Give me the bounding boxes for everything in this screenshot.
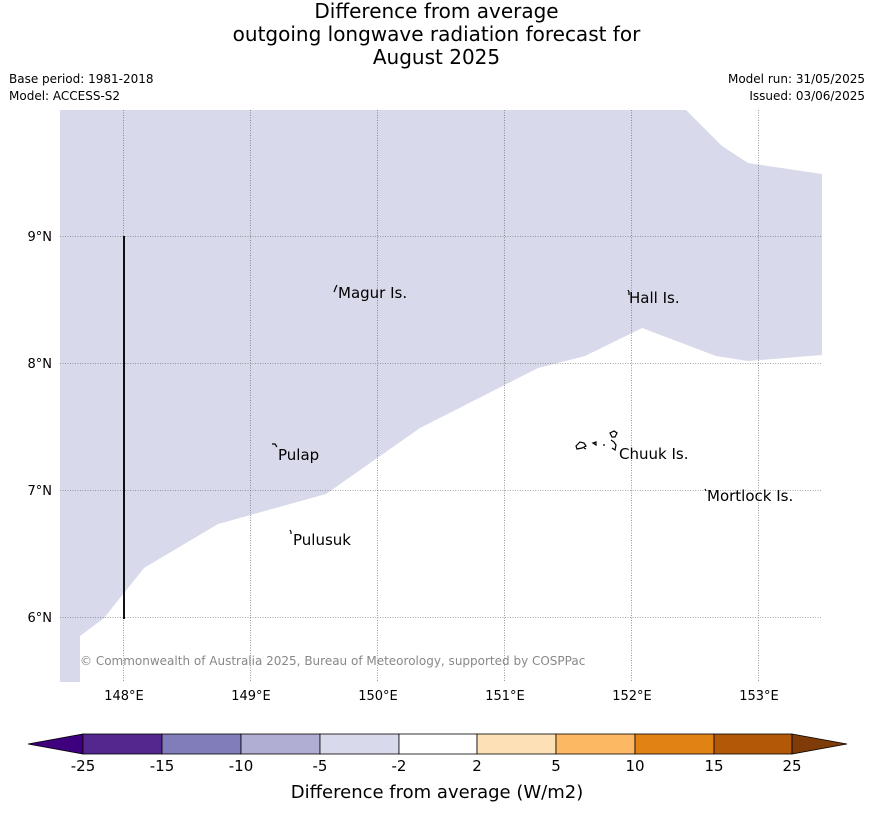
lat-tick-8n: 8°N [28, 357, 53, 372]
island-outlines [272, 284, 707, 534]
colorbar-bin-4 [319, 733, 400, 755]
lon-tick-150e: 150°E [358, 689, 398, 704]
lat-tick-6n: 6°N [28, 611, 53, 626]
colorbar-tick-3: -10 [229, 757, 254, 775]
colorbar-tick-4: -5 [313, 757, 328, 775]
model-run: Model run: 31/05/2025 [727, 72, 865, 86]
lon-tick-152e: 152°E [612, 689, 652, 704]
colorbar-tick-6: 2 [472, 757, 482, 775]
lon-tick-148e: 148°E [104, 689, 144, 704]
gridlines [60, 110, 822, 682]
colorbar-bin-2 [161, 733, 242, 755]
colorbar-tick-2: -15 [150, 757, 175, 775]
place-label-pulap: Pulap [278, 446, 319, 464]
colorbar-bin-1 [82, 733, 163, 755]
colorbar-tick-5: -2 [392, 757, 407, 775]
title-line-3: August 2025 [372, 45, 501, 69]
issued-date: Issued: 03/06/2025 [749, 89, 865, 103]
colorbar-tick-1: -25 [71, 757, 96, 775]
place-label-pulusuk: Pulusuk [293, 531, 351, 549]
colorbar-bin-5 [398, 733, 478, 755]
lon-tick-149e: 149°E [231, 689, 271, 704]
magur-island-shape [333, 284, 338, 293]
colorbar-tick-10: 25 [782, 757, 801, 775]
anomaly-shading [60, 110, 822, 682]
pulap-island-shape [272, 443, 278, 448]
colorbar-extend-low [27, 733, 84, 755]
base-info: Base period: 1981-2018 Model: ACCESS-S2 [9, 71, 154, 105]
mortlock-island-shape [704, 488, 707, 492]
colorbar-bin-8 [634, 733, 715, 755]
place-label-hall: Hall Is. [629, 289, 680, 307]
chuuk-islands-shape [575, 430, 618, 451]
colorbar-bin-7 [555, 733, 636, 755]
model-name: Model: ACCESS-S2 [9, 89, 121, 103]
title-line-1: Difference from average [314, 0, 559, 23]
place-label-mortlock: Mortlock Is. [707, 487, 793, 505]
colorbar [27, 733, 848, 755]
colorbar-bin-9 [713, 733, 793, 755]
run-info: Model run: 31/05/2025 Issued: 03/06/2025 [728, 71, 865, 105]
colorbar-bin-6 [476, 733, 557, 755]
colorbar-extend-high [791, 733, 848, 755]
hall-island-shape [627, 289, 630, 295]
lon-tick-151e: 151°E [485, 689, 525, 704]
title-line-2: outgoing longwave radiation forecast for [232, 22, 641, 46]
place-label-chuuk: Chuuk Is. [619, 445, 688, 463]
pulusuk-island-shape [289, 529, 292, 534]
place-label-magur: Magur Is. [338, 284, 407, 302]
colorbar-tick-9: 15 [704, 757, 723, 775]
copyright-notice: © Commonwealth of Australia 2025, Bureau… [80, 654, 585, 668]
colorbar-label: Difference from average (W/m2) [291, 782, 583, 803]
lat-tick-7n: 7°N [28, 484, 53, 499]
colorbar-tick-8: 10 [625, 757, 644, 775]
colorbar-bin-3 [240, 733, 321, 755]
colorbar-tick-7: 5 [551, 757, 561, 775]
lon-tick-153e: 153°E [739, 689, 779, 704]
base-period: Base period: 1981-2018 [9, 72, 154, 86]
map-title: Difference from average outgoing longwav… [0, 0, 873, 69]
lat-tick-9n: 9°N [28, 230, 53, 245]
